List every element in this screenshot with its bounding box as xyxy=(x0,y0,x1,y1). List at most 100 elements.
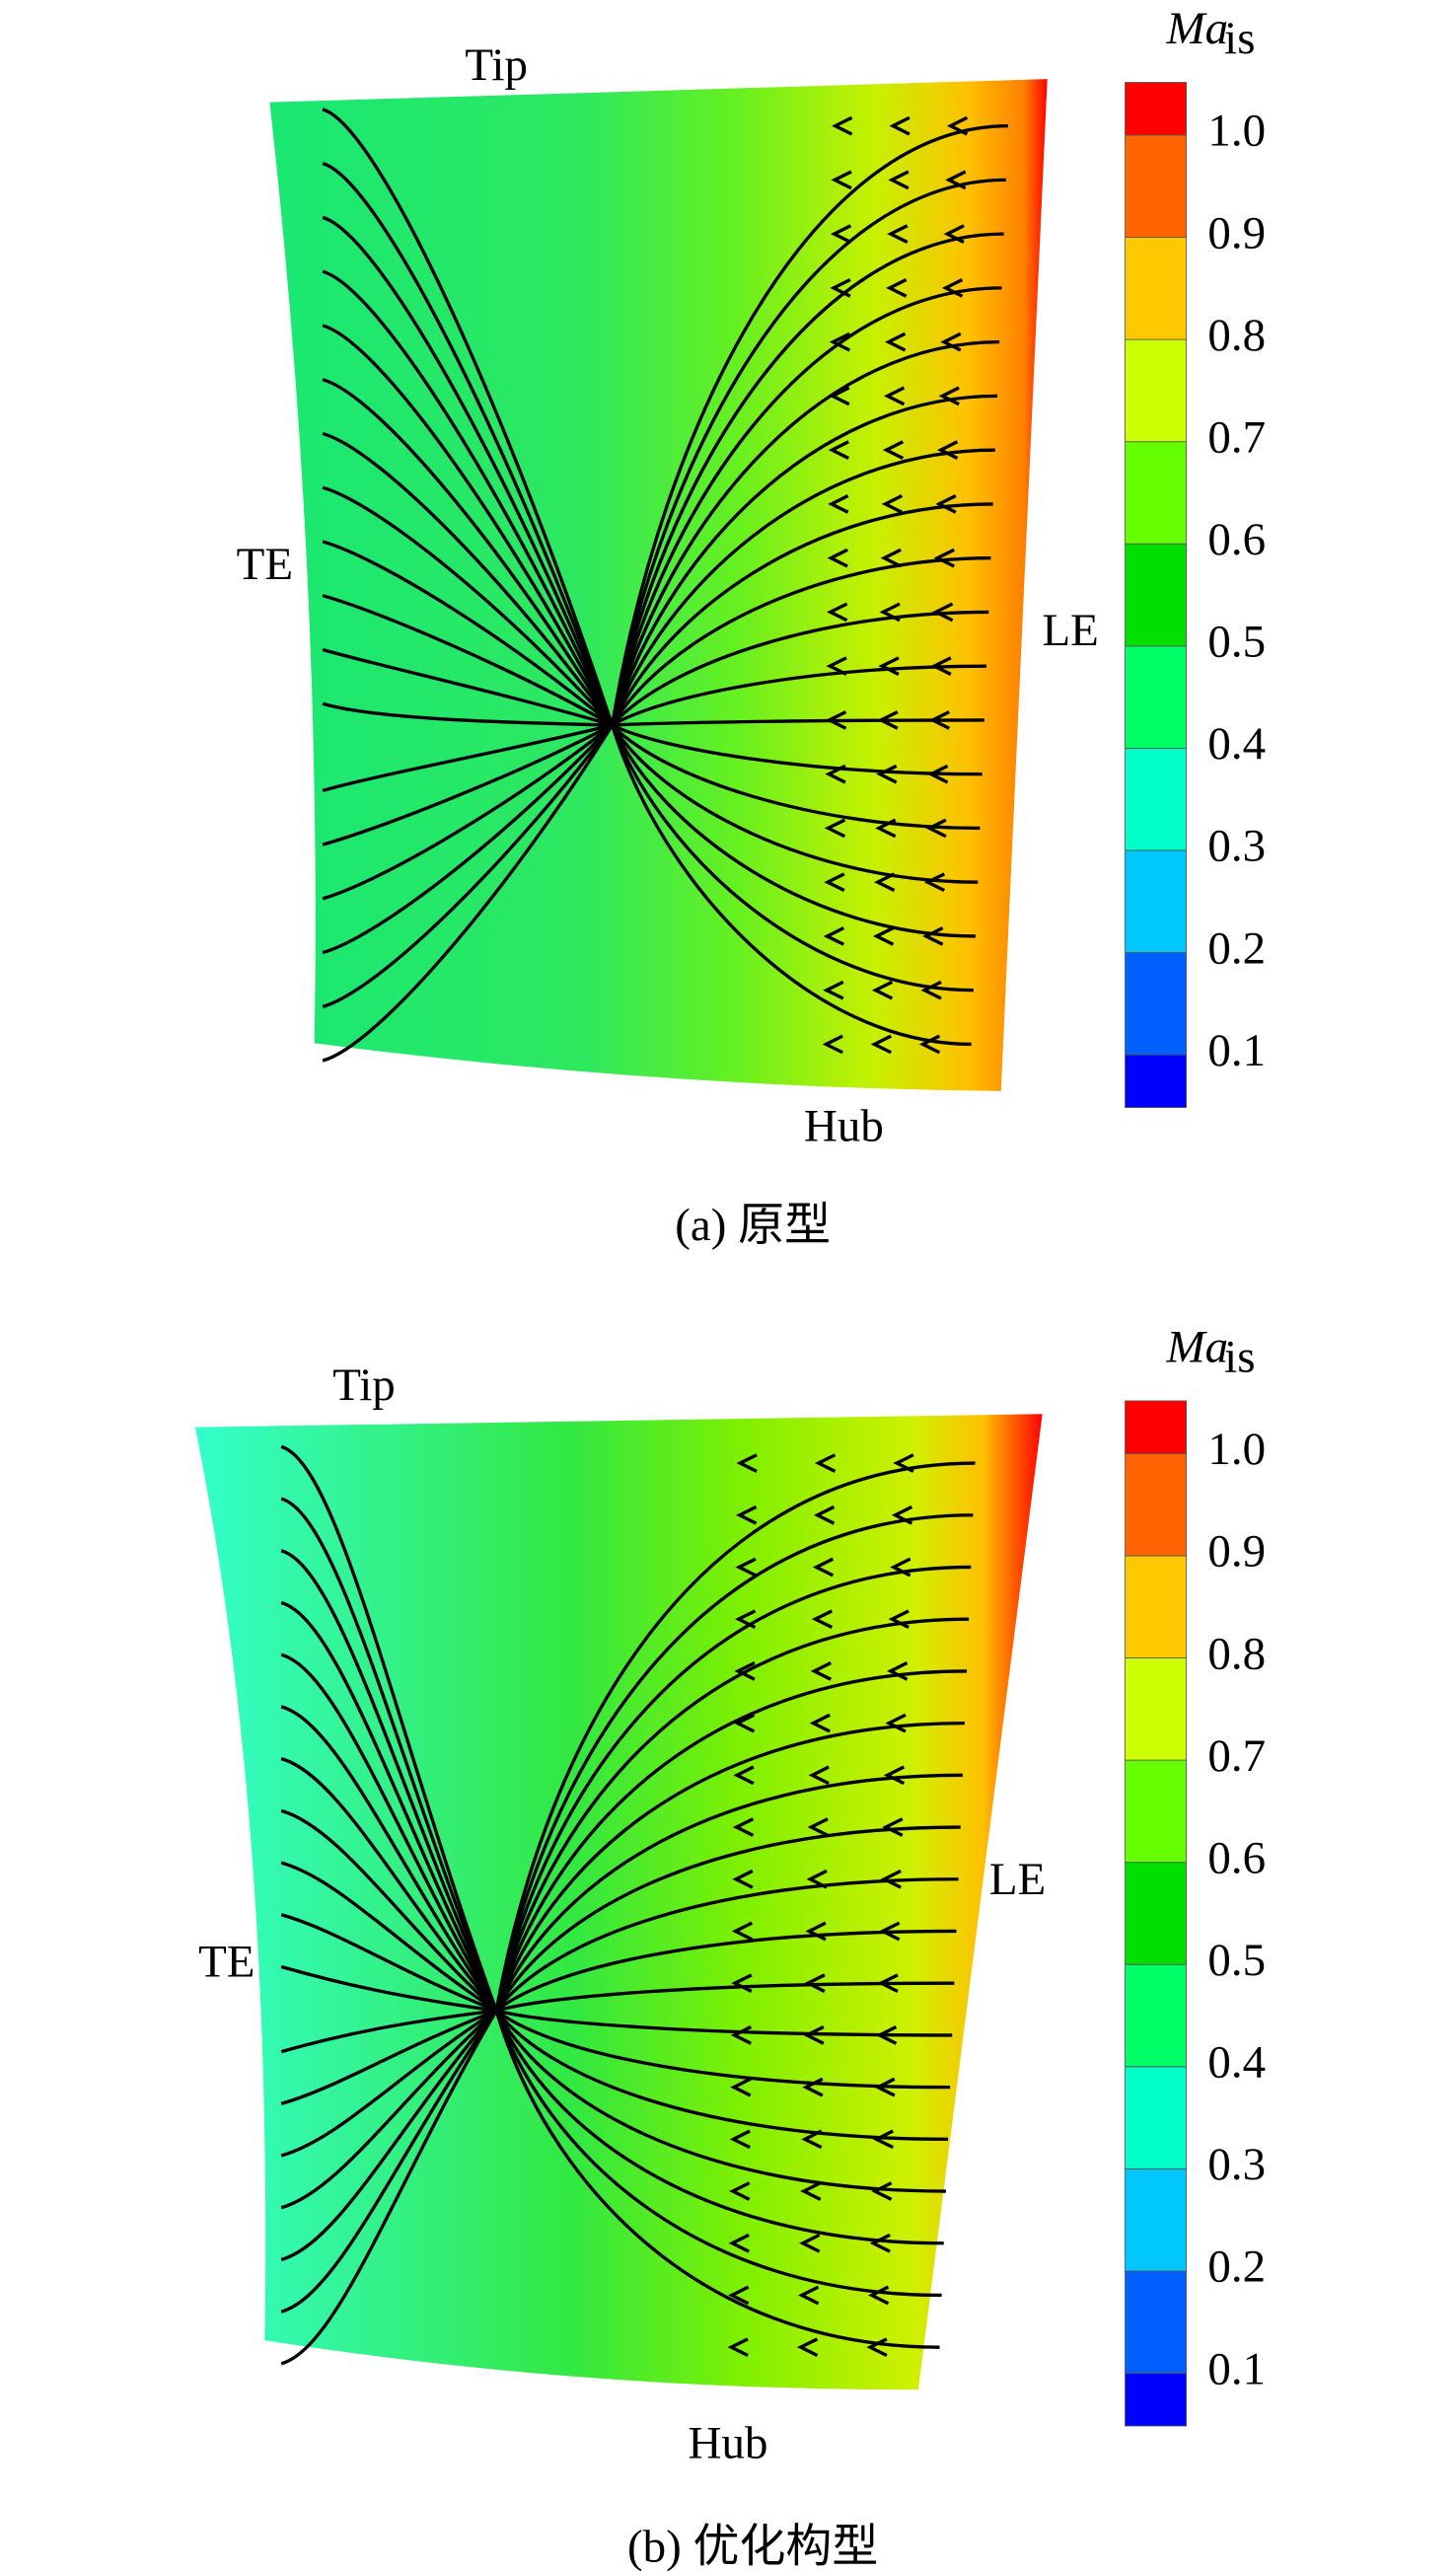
arrow xyxy=(831,115,853,136)
streamline xyxy=(280,1757,498,2013)
arrow xyxy=(811,1609,834,1630)
streamline xyxy=(280,1497,498,2012)
colorbar-tick-label: 0.6 xyxy=(1207,1832,1266,1883)
arrow xyxy=(812,1557,835,1578)
streamline xyxy=(611,448,995,726)
streamline xyxy=(494,2010,942,2298)
streamline xyxy=(494,1721,965,2012)
arrow xyxy=(870,1034,893,1055)
colorbar-swatch xyxy=(1125,1759,1188,1864)
arrow xyxy=(826,656,847,677)
colorbar-swatch xyxy=(1125,82,1188,136)
arrow xyxy=(823,980,844,1000)
streamline xyxy=(280,2009,498,2210)
streamline xyxy=(280,1705,498,2012)
colorbar-tick-label: 0.3 xyxy=(1207,2139,1266,2190)
streamline xyxy=(322,485,614,727)
arrow xyxy=(731,1921,754,1942)
label-tip: Tip xyxy=(332,1359,396,1411)
streamline xyxy=(280,2010,498,2366)
arrow xyxy=(869,2233,891,2253)
streamline xyxy=(495,1929,957,2013)
label-tip: Tip xyxy=(465,39,528,91)
colorbar-title: Ma xyxy=(1165,3,1228,54)
streamline xyxy=(280,1653,498,2012)
streamline xyxy=(495,1981,955,2013)
colorbar-swatch xyxy=(1125,2270,1188,2374)
streamline xyxy=(611,723,983,776)
streamline xyxy=(611,610,989,727)
streamline xyxy=(322,269,615,726)
arrow xyxy=(890,1557,911,1578)
streamline xyxy=(610,178,1006,726)
arrow xyxy=(874,872,896,893)
colorbar-tick-label: 0.9 xyxy=(1207,207,1266,258)
streamline xyxy=(322,723,614,955)
colorbar-tick-label: 0.4 xyxy=(1207,2037,1266,2089)
streamline xyxy=(495,2009,951,2090)
arrow xyxy=(885,1713,907,1733)
label-hub: Hub xyxy=(804,1101,884,1152)
arrow xyxy=(883,1765,906,1786)
blade-contour xyxy=(194,1414,1043,2390)
label-te: TE xyxy=(198,1937,255,1988)
arrow xyxy=(878,656,900,677)
label-le: LE xyxy=(1043,605,1099,656)
arrow xyxy=(889,115,910,136)
streamline xyxy=(322,324,615,726)
colorbar-swatch xyxy=(1125,1963,1188,2068)
arrow xyxy=(813,1505,836,1525)
streamline xyxy=(322,431,614,727)
arrow xyxy=(877,710,899,730)
arrow xyxy=(943,224,965,244)
streamline xyxy=(280,2010,498,2314)
arrow xyxy=(830,224,852,244)
colorbar-title: Ma xyxy=(1165,1322,1228,1373)
streamline xyxy=(494,1773,963,2012)
arrow xyxy=(734,1609,757,1630)
arrow xyxy=(946,115,969,136)
colorbar-tick-label: 0.1 xyxy=(1207,2343,1266,2394)
streamline xyxy=(280,1861,498,2013)
arrow xyxy=(728,2233,750,2253)
colorbar-tick-label: 0.2 xyxy=(1207,922,1266,974)
arrow xyxy=(824,872,845,893)
arrow xyxy=(945,170,967,190)
arrow xyxy=(923,872,946,893)
arrow xyxy=(883,386,906,406)
streamline xyxy=(322,724,615,1063)
colorbar-tick-label: 0.8 xyxy=(1207,310,1266,361)
arrow xyxy=(733,1713,756,1733)
streamline xyxy=(322,378,615,726)
colorbar-tick-label: 1.0 xyxy=(1207,106,1266,157)
colorbar-swatch xyxy=(1125,2066,1188,2169)
panel: Tip TE LE Hub (a) 原型 0.1 0.2 0.3 0.4 0.5 0.6 0.7 0.8… xyxy=(237,3,1266,1251)
arrow xyxy=(872,926,895,946)
streamline xyxy=(610,724,972,1047)
colorbar-swatch xyxy=(1125,747,1188,851)
colorbar-swatch xyxy=(1125,237,1188,340)
streamline xyxy=(280,1600,498,2012)
arrow xyxy=(879,602,901,623)
streamline xyxy=(280,1444,498,2012)
streamline xyxy=(494,1877,959,2013)
arrow xyxy=(809,1713,831,1733)
streamline xyxy=(494,1565,972,2012)
streamline xyxy=(280,2009,497,2054)
arrow xyxy=(866,2337,888,2358)
arrow xyxy=(808,1765,830,1786)
streamline xyxy=(611,664,987,727)
arrow xyxy=(918,1034,941,1055)
arrow xyxy=(798,2285,820,2306)
streamline xyxy=(494,1617,970,2012)
streamline xyxy=(611,723,981,831)
streamline xyxy=(611,724,979,884)
arrow xyxy=(928,710,950,730)
arrow xyxy=(729,2181,751,2201)
arrow xyxy=(880,548,902,568)
colorbar-swatch xyxy=(1125,338,1188,443)
arrow xyxy=(920,980,942,1000)
streamline xyxy=(610,286,1002,726)
arrow xyxy=(824,818,846,839)
colorbar-title-sub: is xyxy=(1224,1332,1255,1383)
